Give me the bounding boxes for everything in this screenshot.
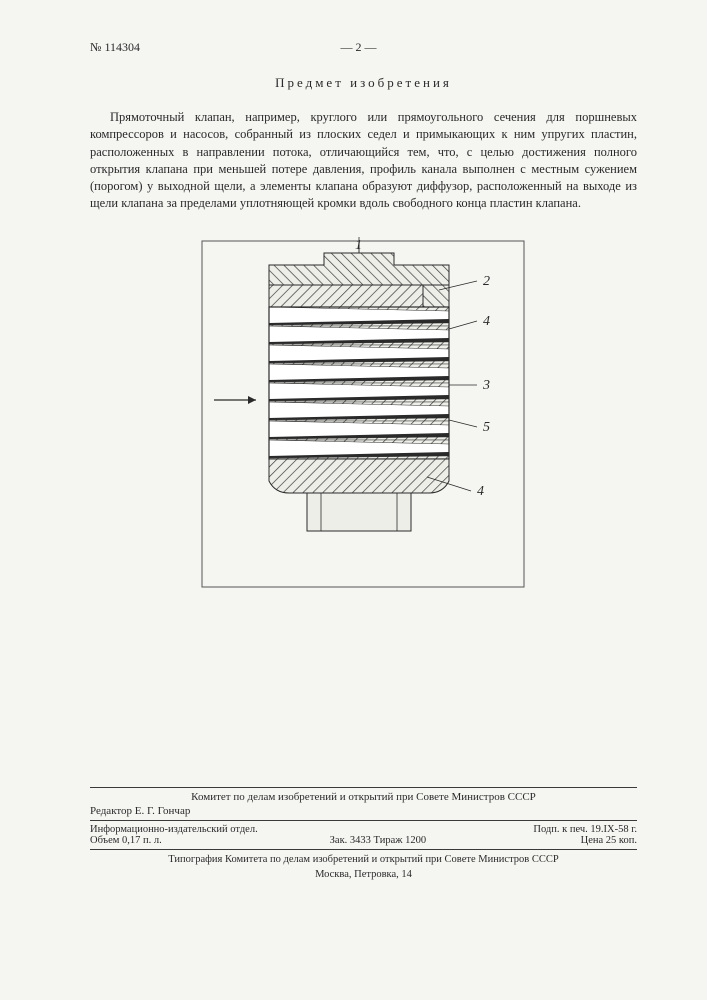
info-dept: Информационно-издательский отдел. (90, 824, 306, 835)
svg-text:4: 4 (483, 314, 490, 329)
section-title: Предмет изобретения (90, 75, 637, 91)
page-marker: — 2 — (80, 40, 637, 55)
editor-line: Редактор Е. Г. Гончар (90, 805, 637, 817)
info-volume: Объем 0,17 п. л. (90, 835, 306, 846)
valve-diagram: 1 2 4 3 5 4 (174, 235, 554, 595)
body-text: Прямоточный клапан, например, круглого и… (90, 109, 637, 213)
svg-text:1: 1 (355, 238, 362, 253)
svg-text:5: 5 (483, 420, 490, 435)
info-price: Цена 25 коп. (450, 835, 637, 846)
typography-line1: Типография Комитета по делам изобретений… (90, 854, 637, 865)
svg-text:3: 3 (482, 378, 490, 393)
svg-text:2: 2 (483, 274, 490, 289)
footer: Комитет по делам изобретений и открытий … (90, 784, 637, 880)
info-order: Зак. 3433 Тираж 1200 (306, 835, 450, 846)
committee-line: Комитет по делам изобретений и открытий … (90, 791, 637, 803)
figure: 1 2 4 3 5 4 (90, 235, 637, 600)
typography-line2: Москва, Петровка, 14 (90, 869, 637, 880)
svg-text:4: 4 (477, 484, 484, 499)
info-date: Подп. к печ. 19.IX-58 г. (450, 824, 637, 835)
